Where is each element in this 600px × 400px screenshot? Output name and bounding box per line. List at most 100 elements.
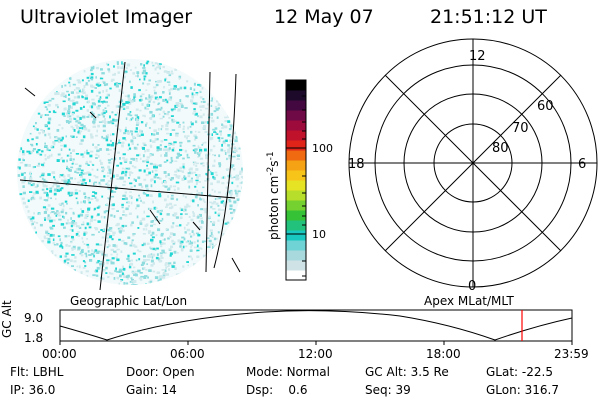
- uv-speckle: [163, 238, 166, 241]
- uv-speckle: [58, 124, 61, 126]
- uv-speckle: [203, 148, 207, 152]
- flt-label: Flt:: [10, 365, 29, 379]
- uv-speckle: [111, 238, 114, 241]
- uv-speckle: [175, 273, 179, 276]
- uv-speckle: [173, 188, 176, 191]
- uv-speckle: [54, 178, 56, 181]
- uv-speckle: [123, 180, 126, 183]
- uv-speckle: [199, 96, 203, 99]
- uv-speckle: [212, 154, 214, 156]
- uv-speckle: [44, 157, 47, 161]
- geographic-grid-lines: [19, 61, 241, 291]
- uv-speckle: [56, 92, 60, 95]
- uv-speckle: [80, 169, 84, 172]
- status-dsp: Dsp: 0.6: [246, 384, 308, 396]
- uv-speckle: [71, 265, 74, 267]
- uv-speckle: [122, 167, 124, 170]
- uv-speckle: [43, 161, 46, 165]
- uv-speckle: [131, 117, 134, 120]
- uv-speckle: [66, 120, 68, 124]
- uv-speckle: [122, 108, 126, 110]
- uv-speckle: [47, 121, 51, 125]
- uv-speckle: [69, 77, 72, 80]
- uv-speckle: [84, 172, 87, 175]
- uv-speckle: [83, 85, 86, 88]
- uv-speckle: [30, 197, 33, 201]
- uv-speckle: [166, 71, 170, 74]
- uv-speckle: [173, 149, 176, 152]
- uv-speckle: [179, 243, 183, 246]
- uv-speckle: [177, 175, 181, 177]
- uv-speckle: [160, 128, 163, 131]
- uv-speckle: [63, 226, 66, 229]
- uv-speckle: [105, 89, 108, 93]
- uv-speckle: [53, 176, 56, 179]
- uv-speckle: [213, 159, 216, 163]
- uv-speckle: [201, 162, 205, 164]
- uv-speckle: [176, 134, 179, 137]
- uv-speckle: [84, 196, 86, 199]
- uv-speckle: [76, 119, 80, 122]
- uv-speckle: [216, 100, 220, 103]
- uv-speckle: [57, 235, 61, 238]
- uv-speckle: [65, 222, 68, 225]
- status-seq: Seq: 39: [365, 384, 411, 396]
- uv-speckle: [22, 159, 25, 161]
- uv-speckle: [164, 70, 168, 73]
- uv-speckle: [196, 244, 199, 248]
- uv-speckle: [199, 151, 202, 154]
- uv-speckle: [222, 218, 224, 222]
- uv-speckle: [127, 236, 131, 239]
- uv-speckle: [169, 96, 173, 99]
- unit-sup-2: -1: [266, 151, 276, 160]
- uv-speckle: [87, 196, 91, 200]
- uv-speckle: [216, 197, 219, 200]
- uv-speckle: [75, 233, 79, 236]
- uv-speckle: [210, 232, 213, 235]
- uv-speckle: [55, 197, 57, 200]
- uv-speckle: [120, 66, 124, 69]
- uv-speckle: [18, 166, 21, 170]
- uv-speckle: [171, 129, 176, 131]
- uv-speckle: [108, 161, 111, 164]
- uv-speckle: [167, 173, 170, 177]
- uv-speckle: [17, 174, 21, 177]
- uv-speckle: [124, 129, 127, 132]
- uv-speckle: [133, 284, 137, 285]
- uv-speckle: [114, 244, 118, 248]
- uv-speckle: [142, 233, 146, 235]
- uv-speckle: [185, 224, 189, 226]
- uv-speckle: [156, 138, 159, 141]
- uv-speckle: [106, 261, 109, 265]
- geographic-caption: Geographic Lat/Lon: [70, 294, 188, 308]
- colorbar-segment: [286, 140, 306, 151]
- uv-speckle: [192, 214, 196, 217]
- uv-speckle: [90, 89, 94, 93]
- uv-speckle: [166, 132, 170, 135]
- uv-speckle: [200, 208, 204, 211]
- uv-speckle: [52, 110, 55, 113]
- glon-label: GLon:: [486, 383, 521, 397]
- uv-speckle: [124, 214, 128, 217]
- uv-speckle: [147, 207, 150, 210]
- uv-speckle: [141, 103, 144, 106]
- uv-speckle: [190, 199, 194, 202]
- uv-speckle: [101, 236, 105, 239]
- gcalt-value: 3.5 Re: [410, 365, 449, 379]
- uv-speckle: [162, 274, 166, 277]
- uv-speckle: [67, 191, 70, 195]
- uv-speckle: [68, 105, 71, 108]
- uv-speckle: [166, 112, 170, 116]
- uv-speckle: [148, 269, 152, 272]
- uv-speckle: [74, 192, 79, 195]
- uv-speckle: [46, 233, 50, 236]
- uv-speckle: [217, 212, 221, 215]
- uv-speckle: [128, 266, 132, 269]
- uv-speckle: [30, 184, 34, 187]
- uv-speckle: [149, 153, 152, 157]
- uv-speckle: [172, 243, 175, 245]
- uv-speckle: [174, 104, 178, 108]
- uv-speckle: [238, 147, 241, 150]
- uv-speckle: [135, 259, 138, 262]
- uv-speckle: [89, 219, 93, 223]
